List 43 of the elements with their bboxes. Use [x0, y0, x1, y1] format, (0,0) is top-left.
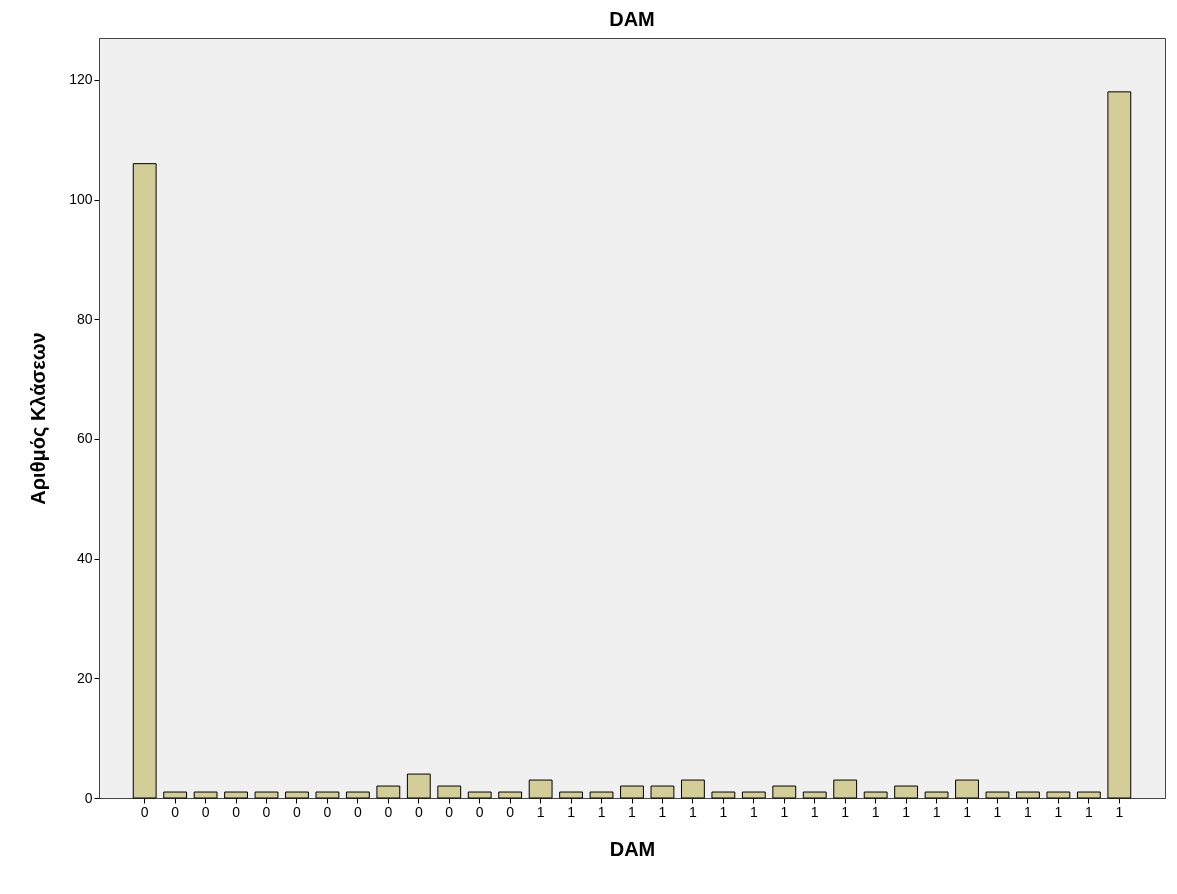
x-tick-label: 1 [1115, 803, 1124, 820]
x-tick-label: 1 [993, 803, 1002, 820]
x-tick-label: 1 [658, 803, 667, 820]
y-tick-label: 120 [69, 71, 93, 88]
x-tick-label: 1 [628, 803, 637, 820]
x-tick-label: 1 [810, 803, 819, 820]
x-tick-label: 1 [719, 803, 728, 820]
x-tick-label: 1 [871, 803, 880, 820]
x-tick-label: 0 [293, 803, 302, 820]
x-tick-label: 1 [536, 803, 545, 820]
x-tick-label: 1 [841, 803, 850, 820]
y-tick-label: 40 [76, 550, 93, 567]
x-axis-title: DAM [609, 837, 656, 860]
x-tick-label: 0 [384, 803, 393, 820]
x-tick-label: 1 [963, 803, 972, 820]
x-tick-label: 0 [475, 803, 484, 820]
x-tick-label: 0 [506, 803, 515, 820]
y-tick-label: 80 [76, 310, 93, 327]
x-tick-label: 1 [567, 803, 576, 820]
x-tick-label: 1 [932, 803, 941, 820]
x-tick-label: 0 [171, 803, 180, 820]
y-tick-label: 20 [76, 669, 93, 686]
x-tick-label: 1 [749, 803, 758, 820]
x-tick-label: 1 [689, 803, 698, 820]
x-tick-label: 1 [780, 803, 789, 820]
chart-title: DAM [609, 8, 655, 30]
x-tick-label: 1 [1084, 803, 1093, 820]
x-tick-label: 0 [445, 803, 454, 820]
x-tick-label: 1 [902, 803, 911, 820]
y-tick-label: 0 [84, 789, 93, 806]
x-tick-label: 0 [414, 803, 423, 820]
x-tick-label: 0 [262, 803, 271, 820]
x-tick-label: 1 [597, 803, 606, 820]
y-axis-title: Αριθμός Κλάσεων [27, 332, 50, 505]
x-tick-label: 0 [201, 803, 210, 820]
x-tick-label: 0 [232, 803, 241, 820]
x-tick-label: 1 [1054, 803, 1063, 820]
x-tick-label: 0 [353, 803, 362, 820]
x-tick-label: 1 [1024, 803, 1033, 820]
x-tick-label: 0 [323, 803, 332, 820]
y-tick-label: 100 [69, 191, 93, 208]
y-tick-label: 60 [76, 430, 93, 447]
x-tick-label: 0 [140, 803, 149, 820]
